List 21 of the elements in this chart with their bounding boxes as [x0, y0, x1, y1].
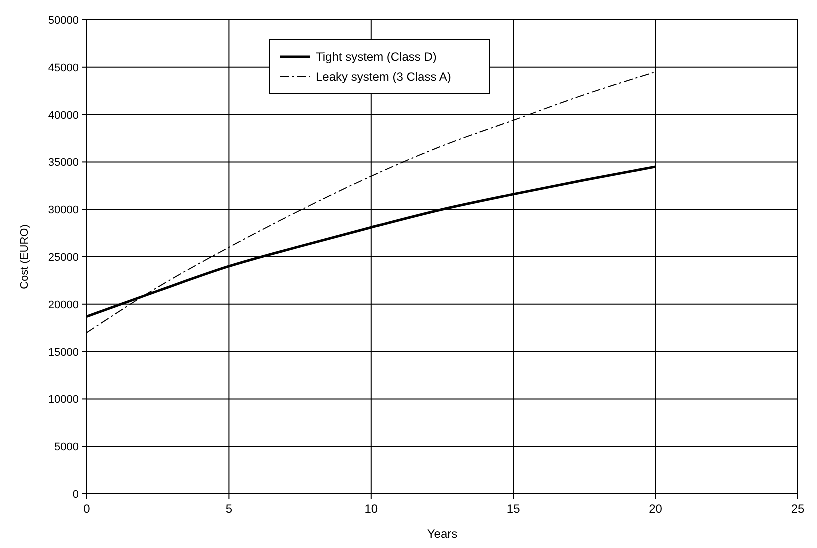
y-axis-title: Cost (EURO)	[19, 224, 31, 290]
x-axis-title: Years	[427, 527, 458, 541]
y-tick-label: 0	[72, 489, 79, 501]
y-tick-label: 5000	[54, 442, 79, 454]
y-tick-label: 35000	[48, 157, 79, 170]
x-tick-label: 10	[364, 502, 378, 516]
legend-label: Tight system (Class D)	[316, 50, 437, 64]
x-tick-label: 0	[84, 502, 91, 516]
x-tick-label: 25	[791, 502, 805, 516]
y-tick-label: 50000	[48, 15, 79, 27]
x-tick-label: 5	[226, 502, 233, 516]
y-tick-label: 10000	[48, 394, 79, 406]
y-tick-label: 25000	[48, 252, 79, 264]
x-tick-label: 20	[649, 502, 663, 516]
y-tick-label: 30000	[48, 204, 79, 217]
x-tick-label: 15	[506, 502, 521, 516]
y-tick-label: 20000	[48, 299, 79, 312]
y-tick-label: 40000	[48, 110, 79, 122]
y-tick-label: 15000	[48, 346, 79, 359]
legend-label: Leaky system (3 Class A)	[316, 70, 452, 84]
y-tick-label: 45000	[48, 62, 79, 74]
